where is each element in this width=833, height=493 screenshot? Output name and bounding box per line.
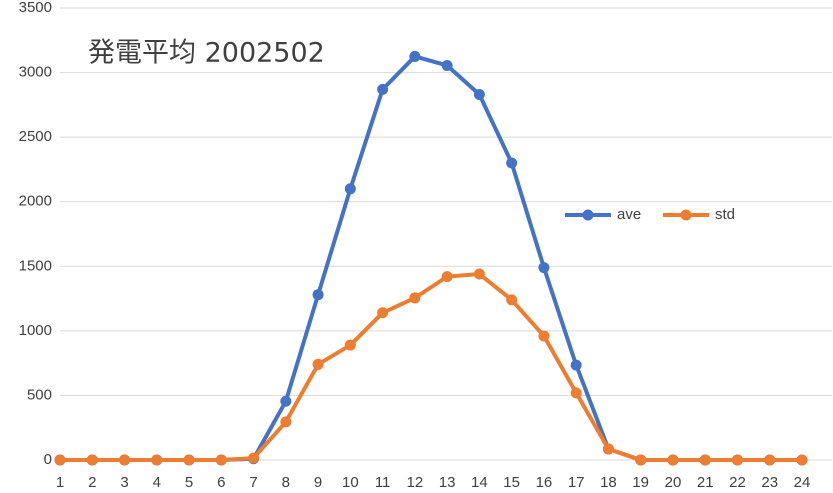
series-line xyxy=(60,54,802,462)
y-tick-label: 500 xyxy=(27,386,52,403)
point xyxy=(312,358,324,370)
x-tick-label: 24 xyxy=(794,474,811,491)
y-tick-label: 1000 xyxy=(19,322,52,339)
point xyxy=(441,271,453,283)
point xyxy=(183,454,195,466)
point xyxy=(151,454,163,466)
point xyxy=(119,454,131,466)
x-tick-label: 18 xyxy=(600,474,617,491)
point xyxy=(731,454,743,466)
y-tick-label: 0 xyxy=(44,451,52,468)
x-tick-label: 7 xyxy=(249,474,257,491)
y-tick-label: 2000 xyxy=(19,193,52,210)
x-tick-label: 14 xyxy=(471,474,488,491)
x-tick-label: 10 xyxy=(342,474,359,491)
point xyxy=(699,454,711,466)
legend-label: ave xyxy=(617,206,641,223)
point xyxy=(538,330,550,342)
point xyxy=(312,289,324,301)
point xyxy=(377,307,389,319)
x-tick-label: 6 xyxy=(217,474,225,491)
legend-marker xyxy=(680,209,692,221)
point xyxy=(441,59,453,71)
x-tick-label: 20 xyxy=(665,474,682,491)
x-tick-label: 17 xyxy=(568,474,585,491)
point xyxy=(377,83,389,95)
point xyxy=(280,395,292,407)
y-tick-label: 2500 xyxy=(19,128,52,145)
legend-marker xyxy=(582,209,594,221)
point xyxy=(667,454,679,466)
x-tick-label: 16 xyxy=(536,474,553,491)
x-tick-label: 8 xyxy=(282,474,290,491)
point xyxy=(602,443,614,455)
x-tick-label: 1 xyxy=(56,474,64,491)
x-tick-label: 23 xyxy=(761,474,778,491)
x-tick-label: 12 xyxy=(407,474,424,491)
x-tick-label: 21 xyxy=(697,474,714,491)
point xyxy=(538,262,550,274)
point xyxy=(248,452,260,464)
point xyxy=(473,268,485,280)
point xyxy=(86,454,98,466)
legend-label: std xyxy=(715,206,735,223)
x-tick-label: 9 xyxy=(314,474,322,491)
point xyxy=(796,454,808,466)
point xyxy=(473,89,485,101)
x-tick-label: 3 xyxy=(120,474,128,491)
y-tick-label: 1500 xyxy=(19,257,52,274)
x-tick-label: 5 xyxy=(185,474,193,491)
x-tick-label: 22 xyxy=(729,474,746,491)
series-line xyxy=(60,272,802,462)
x-tick-label: 13 xyxy=(439,474,456,491)
x-tick-label: 4 xyxy=(153,474,161,491)
point xyxy=(344,339,356,351)
chart-title: 発電平均 2002502 xyxy=(88,38,325,69)
point xyxy=(506,157,518,169)
point xyxy=(344,183,356,195)
point xyxy=(409,50,421,62)
point xyxy=(570,387,582,399)
x-tick-label: 11 xyxy=(375,474,391,491)
point xyxy=(54,454,66,466)
y-tick-label: 3500 xyxy=(19,0,52,16)
point xyxy=(635,454,647,466)
point xyxy=(506,294,518,306)
y-tick-label: 3000 xyxy=(19,64,52,81)
point xyxy=(570,359,582,371)
x-tick-label: 19 xyxy=(632,474,649,491)
point xyxy=(764,454,776,466)
x-tick-label: 15 xyxy=(503,474,520,491)
point xyxy=(215,454,227,466)
point xyxy=(280,416,292,428)
point xyxy=(409,292,421,304)
x-tick-label: 2 xyxy=(88,474,96,491)
